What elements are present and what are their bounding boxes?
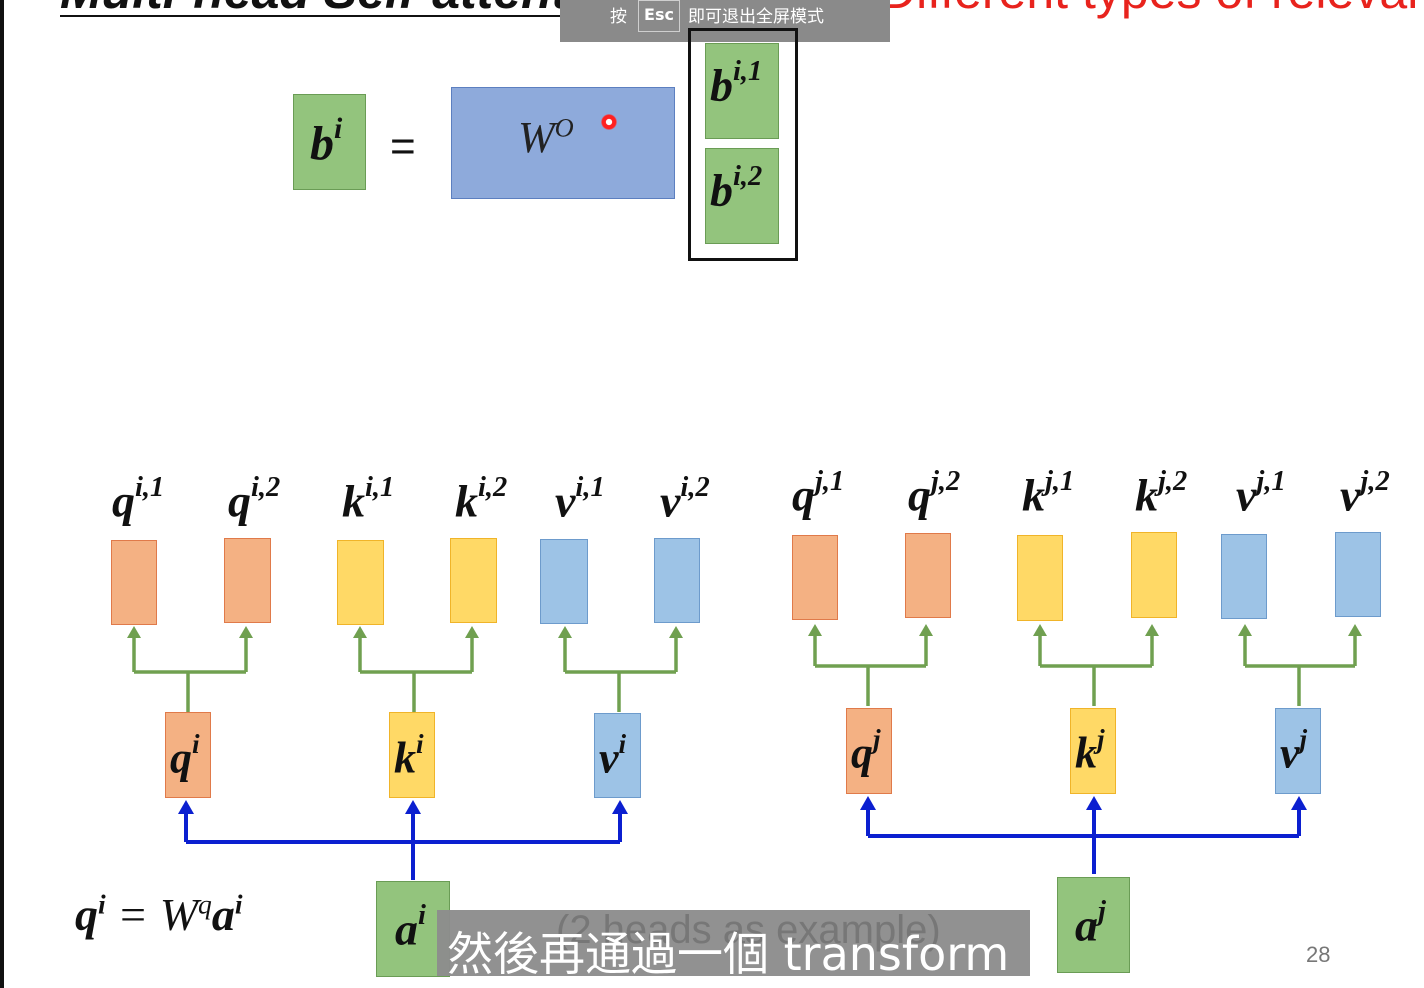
q-i-label: qi (170, 728, 200, 783)
k-j2-vector (1131, 532, 1177, 618)
q-i1-label: qi,1 (112, 471, 165, 527)
v-j-vector (1275, 708, 1321, 794)
hint-prefix: 按 (610, 7, 627, 27)
w-o-label: WO (518, 112, 574, 162)
k-j1-label: kj,1 (1022, 465, 1075, 521)
v-i1-label: vi,1 (555, 471, 605, 527)
q-j-label: qj (851, 723, 881, 778)
b-i-label: bi (310, 111, 343, 170)
k-i1-vector (337, 540, 384, 625)
esc-key-badge: Esc (638, 0, 680, 32)
b-i1-box (705, 43, 779, 139)
b-i-box (293, 94, 366, 190)
k-j2-label: kj,2 (1135, 465, 1188, 521)
q-i1-vector (111, 540, 157, 625)
k-j-label: kj (1075, 723, 1105, 778)
slide-subtitle-red: Different types of relevance (880, 0, 1424, 20)
v-j1-vector (1221, 534, 1267, 619)
subtitle-background (437, 910, 1030, 976)
v-i2-label: vi,2 (660, 471, 710, 527)
q-j1-label: qj,1 (792, 465, 845, 521)
v-i1-vector (540, 539, 588, 624)
equals-sign: = (390, 122, 416, 171)
v-j2-label: vj,2 (1340, 465, 1390, 521)
k-j1-vector (1017, 535, 1063, 621)
fullscreen-exit-hint[interactable]: 按 Esc 即可退出全屏模式 (560, 0, 890, 42)
b-i2-box (705, 148, 779, 244)
q-j2-vector (905, 533, 951, 618)
concat-frame (688, 28, 798, 261)
k-i1-label: ki,1 (342, 471, 395, 527)
a-i-label: ai (395, 899, 426, 955)
k-i2-vector (450, 538, 497, 623)
q-i-vector (165, 712, 211, 798)
a-j-label: aj (1075, 895, 1106, 951)
q-i2-label: qi,2 (228, 471, 281, 527)
v-j2-vector (1335, 532, 1381, 617)
title-underline (60, 15, 560, 17)
b-i1-label: bi,1 (710, 55, 763, 111)
q-j2-label: qj,2 (908, 465, 961, 521)
k-i-vector (389, 712, 435, 798)
subtitle-text: 然後再通過一個 transform (447, 927, 1010, 981)
a-j-input (1057, 877, 1130, 973)
w-o-matrix (451, 87, 675, 199)
q-j-vector (846, 708, 892, 794)
v-j1-label: vj,1 (1236, 465, 1286, 521)
k-i-label: ki (394, 728, 424, 783)
slide-title: Multi-head Self-attention (60, 0, 643, 20)
k-i2-label: ki,2 (455, 471, 508, 527)
page-number: 28 (1306, 942, 1331, 967)
v-i-label: vi (599, 728, 627, 783)
slide-note-behind-caption: (2 heads as example) (556, 908, 941, 952)
v-i-vector (594, 713, 641, 798)
hint-suffix: 即可退出全屏模式 (688, 7, 824, 27)
k-j-vector (1070, 708, 1116, 794)
laser-pointer-dot (601, 114, 617, 130)
window-left-edge (0, 0, 4, 988)
q-formula: qi = Wqai (75, 888, 243, 940)
q-j1-vector (792, 535, 838, 620)
b-i2-label: bi,2 (710, 160, 763, 216)
v-j-label: vj (1280, 723, 1308, 778)
v-i2-vector (654, 538, 700, 623)
q-i2-vector (224, 538, 271, 623)
